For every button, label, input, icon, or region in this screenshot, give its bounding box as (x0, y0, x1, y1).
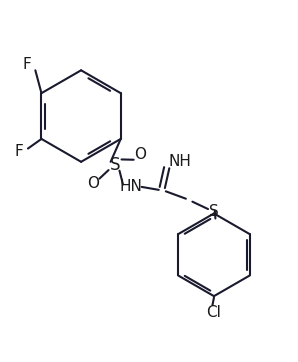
Text: S: S (110, 156, 120, 174)
Text: NH: NH (168, 154, 191, 169)
Text: F: F (22, 57, 31, 72)
Text: O: O (87, 176, 99, 191)
Text: F: F (15, 144, 24, 159)
Text: Cl: Cl (207, 305, 221, 320)
Text: HN: HN (120, 180, 143, 194)
Text: S: S (209, 205, 219, 219)
Text: O: O (134, 147, 146, 162)
